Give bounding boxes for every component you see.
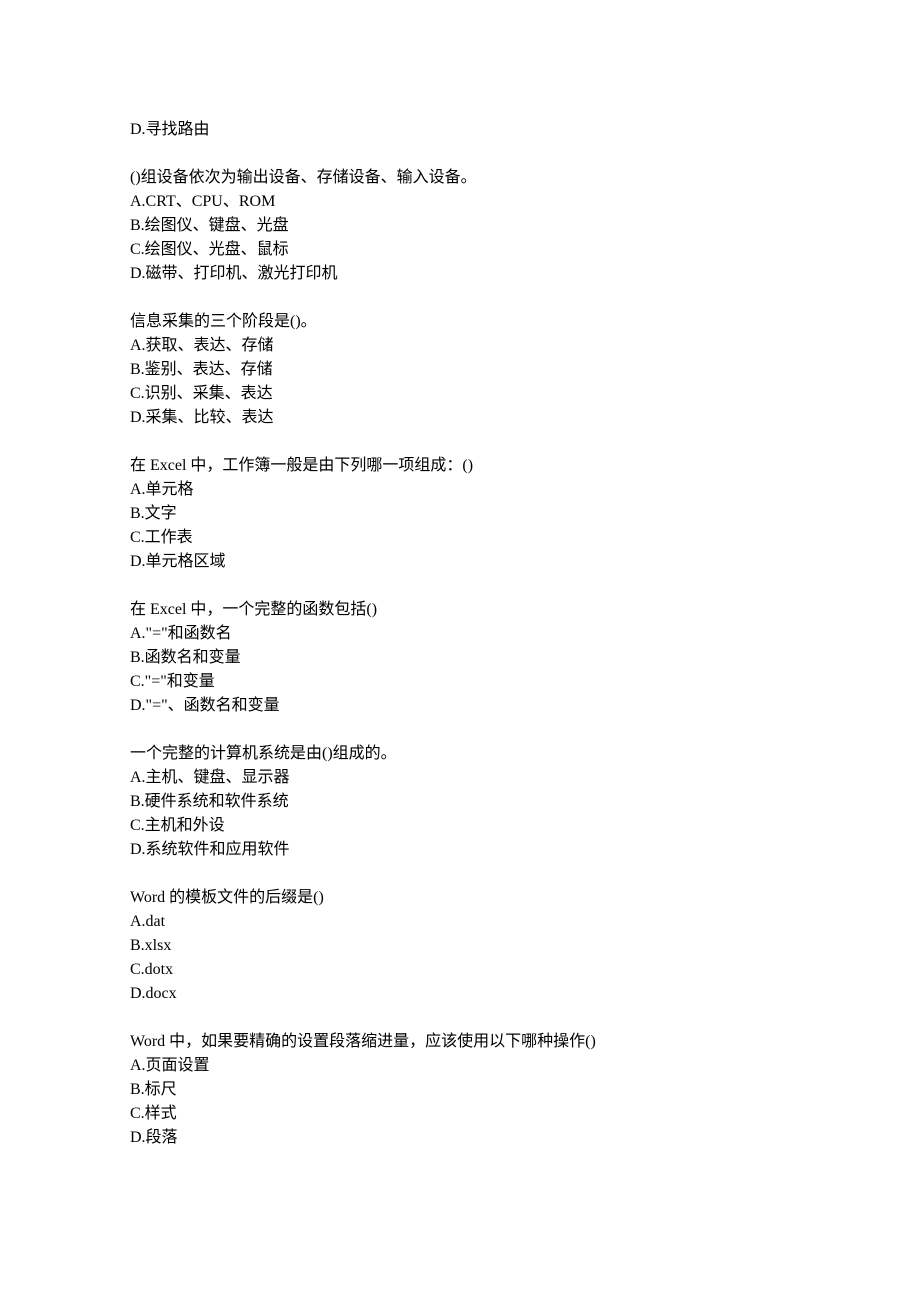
option-d: D.磁带、打印机、激光打印机 bbox=[130, 262, 920, 286]
option-a: A."="和函数名 bbox=[130, 622, 920, 646]
option-c: C.工作表 bbox=[130, 526, 920, 550]
option-d: D.段落 bbox=[130, 1126, 920, 1150]
option-d: D.单元格区域 bbox=[130, 550, 920, 574]
option-a: A.单元格 bbox=[130, 478, 920, 502]
question-stem: ()组设备依次为输出设备、存储设备、输入设备。 bbox=[130, 166, 920, 190]
option-a: A.dat bbox=[130, 910, 920, 934]
option-d: D.系统软件和应用软件 bbox=[130, 838, 920, 862]
question-stem: 信息采集的三个阶段是()。 bbox=[130, 310, 920, 334]
option-c: C.绘图仪、光盘、鼠标 bbox=[130, 238, 920, 262]
option-c: C.识别、采集、表达 bbox=[130, 382, 920, 406]
option-d: D.采集、比较、表达 bbox=[130, 406, 920, 430]
question-3: 在 Excel 中，工作簿一般是由下列哪一项组成：() A.单元格 B.文字 C… bbox=[130, 454, 920, 574]
question-stem: 一个完整的计算机系统是由()组成的。 bbox=[130, 742, 920, 766]
option-b: B.xlsx bbox=[130, 934, 920, 958]
option-d: D.docx bbox=[130, 982, 920, 1006]
question-stem: 在 Excel 中，工作簿一般是由下列哪一项组成：() bbox=[130, 454, 920, 478]
question-fragment: D.寻找路由 bbox=[130, 118, 920, 142]
option-a: A.获取、表达、存储 bbox=[130, 334, 920, 358]
question-2: 信息采集的三个阶段是()。 A.获取、表达、存储 B.鉴别、表达、存储 C.识别… bbox=[130, 310, 920, 430]
question-6: Word 的模板文件的后缀是() A.dat B.xlsx C.dotx D.d… bbox=[130, 886, 920, 1006]
option-a: A.页面设置 bbox=[130, 1054, 920, 1078]
option-b: B.硬件系统和软件系统 bbox=[130, 790, 920, 814]
option-a: A.主机、键盘、显示器 bbox=[130, 766, 920, 790]
question-stem: 在 Excel 中，一个完整的函数包括() bbox=[130, 598, 920, 622]
option-d: D."="、函数名和变量 bbox=[130, 694, 920, 718]
option-c: C.主机和外设 bbox=[130, 814, 920, 838]
question-1: ()组设备依次为输出设备、存储设备、输入设备。 A.CRT、CPU、ROM B.… bbox=[130, 166, 920, 286]
question-5: 一个完整的计算机系统是由()组成的。 A.主机、键盘、显示器 B.硬件系统和软件… bbox=[130, 742, 920, 862]
question-stem: Word 的模板文件的后缀是() bbox=[130, 886, 920, 910]
option-c: C.样式 bbox=[130, 1102, 920, 1126]
question-stem: Word 中，如果要精确的设置段落缩进量，应该使用以下哪种操作() bbox=[130, 1030, 920, 1054]
option-c: C.dotx bbox=[130, 958, 920, 982]
option-d: D.寻找路由 bbox=[130, 118, 920, 142]
option-b: B.标尺 bbox=[130, 1078, 920, 1102]
question-4: 在 Excel 中，一个完整的函数包括() A."="和函数名 B.函数名和变量… bbox=[130, 598, 920, 718]
option-b: B.绘图仪、键盘、光盘 bbox=[130, 214, 920, 238]
option-b: B.函数名和变量 bbox=[130, 646, 920, 670]
option-a: A.CRT、CPU、ROM bbox=[130, 190, 920, 214]
option-c: C."="和变量 bbox=[130, 670, 920, 694]
option-b: B.鉴别、表达、存储 bbox=[130, 358, 920, 382]
question-7: Word 中，如果要精确的设置段落缩进量，应该使用以下哪种操作() A.页面设置… bbox=[130, 1030, 920, 1150]
option-b: B.文字 bbox=[130, 502, 920, 526]
